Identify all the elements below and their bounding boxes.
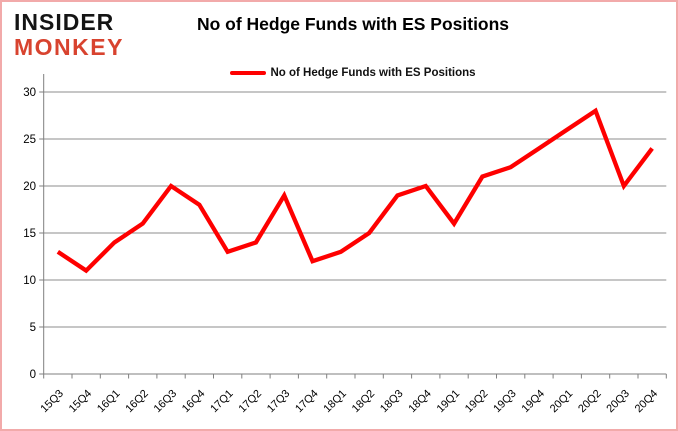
x-axis-label-17Q4: 17Q4 <box>293 388 321 416</box>
x-axis-label-15Q4: 15Q4 <box>67 388 95 416</box>
y-axis-label-5: 5 <box>30 322 36 334</box>
x-axis-label-18Q1: 18Q1 <box>321 388 349 416</box>
logo-word-monkey: MONKEY <box>14 34 124 60</box>
x-axis-label-18Q4: 18Q4 <box>406 388 434 416</box>
series-line-no-of-hedge-funds-with-es-positions <box>56 107 654 274</box>
x-axis-label-16Q4: 16Q4 <box>180 388 208 416</box>
legend-line-marker-icon <box>230 70 267 76</box>
x-axis-label-17Q2: 17Q2 <box>237 388 265 416</box>
y-axis-label-10: 10 <box>23 275 36 287</box>
logo-word-insider: INSIDER <box>14 9 115 35</box>
x-axis-label-19Q1: 19Q1 <box>435 388 463 416</box>
chart-header: No of Hedge Funds with ES Positions No o… <box>30 2 676 80</box>
x-axis-label-16Q1: 16Q1 <box>95 388 123 416</box>
x-axis-label-20Q4: 20Q4 <box>633 388 661 416</box>
chart-legend: No of Hedge Funds with ES Positions <box>230 67 476 79</box>
insider-monkey-logo: INSIDER MONKEY <box>14 11 124 59</box>
x-axis-label-20Q3: 20Q3 <box>604 388 632 416</box>
x-axis-label-20Q1: 20Q1 <box>548 388 576 416</box>
y-axis-label-20: 20 <box>23 181 36 193</box>
y-axis-label-30: 30 <box>23 87 36 99</box>
x-axis-label-18Q2: 18Q2 <box>350 388 378 416</box>
x-axis-label-16Q2: 16Q2 <box>123 388 151 416</box>
x-axis-label-19Q2: 19Q2 <box>463 388 491 416</box>
x-axis-label-17Q3: 17Q3 <box>265 388 293 416</box>
x-axis-label-15Q3: 15Q3 <box>38 388 66 416</box>
legend-series-label: No of Hedge Funds with ES Positions <box>270 67 476 79</box>
x-axis-label-20Q2: 20Q2 <box>576 388 604 416</box>
y-axis-label-25: 25 <box>23 134 36 146</box>
chart-title: No of Hedge Funds with ES Positions <box>196 14 510 34</box>
x-axis-label-19Q4: 19Q4 <box>520 388 548 416</box>
x-axis-label-17Q1: 17Q1 <box>208 388 236 416</box>
x-axis-label-16Q3: 16Q3 <box>152 388 180 416</box>
y-axis-label-0: 0 <box>30 369 36 381</box>
y-axis-label-15: 15 <box>23 228 36 240</box>
x-axis-label-19Q3: 19Q3 <box>491 388 519 416</box>
x-axis-label-18Q3: 18Q3 <box>378 388 406 416</box>
